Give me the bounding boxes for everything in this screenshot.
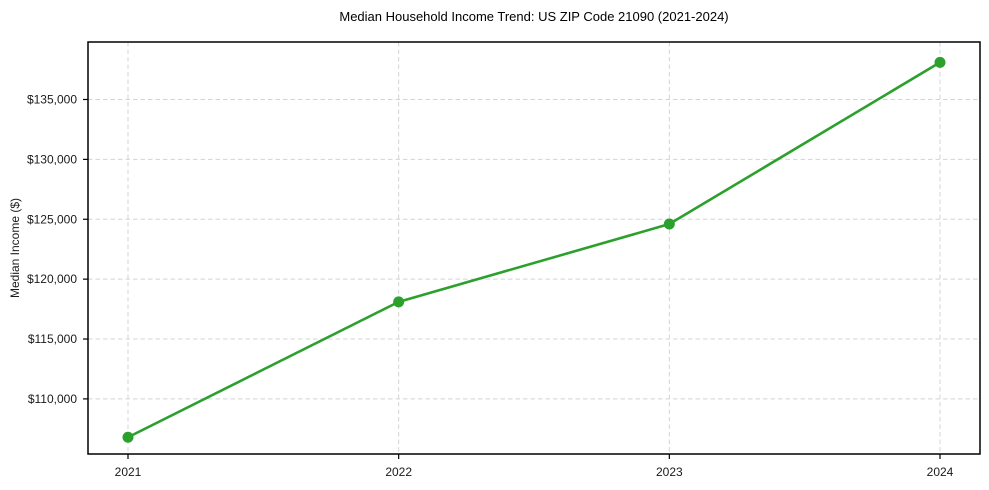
data-point-2021 — [122, 431, 134, 443]
y-tick-label: $130,000 — [27, 152, 77, 166]
x-tick-label: 2023 — [656, 465, 683, 479]
x-tick-label: 2022 — [385, 465, 412, 479]
x-tick-label: 2024 — [927, 465, 954, 479]
axis-layer: $110,000 $115,000 $120,000 $125,000 $130,000… — [27, 41, 981, 479]
data-point-2024 — [934, 56, 946, 68]
trend-line — [126, 61, 942, 439]
data-point-2022 — [393, 296, 405, 308]
series-layer — [122, 56, 946, 443]
chart-title: Median Household Income Trend: US ZIP Co… — [339, 9, 728, 24]
y-tick-label: $125,000 — [27, 212, 77, 226]
y-tick-label: $115,000 — [28, 332, 77, 346]
x-tick-label: 2021 — [115, 465, 142, 479]
y-tick-label: $120,000 — [27, 272, 77, 286]
y-axis-label: Median Income ($) — [8, 198, 22, 298]
y-tick-label: $135,000 — [27, 92, 77, 106]
plot-border — [87, 41, 981, 455]
y-tick-label: $110,000 — [28, 392, 77, 406]
grid-layer — [88, 42, 980, 454]
data-point-2023 — [663, 218, 675, 230]
